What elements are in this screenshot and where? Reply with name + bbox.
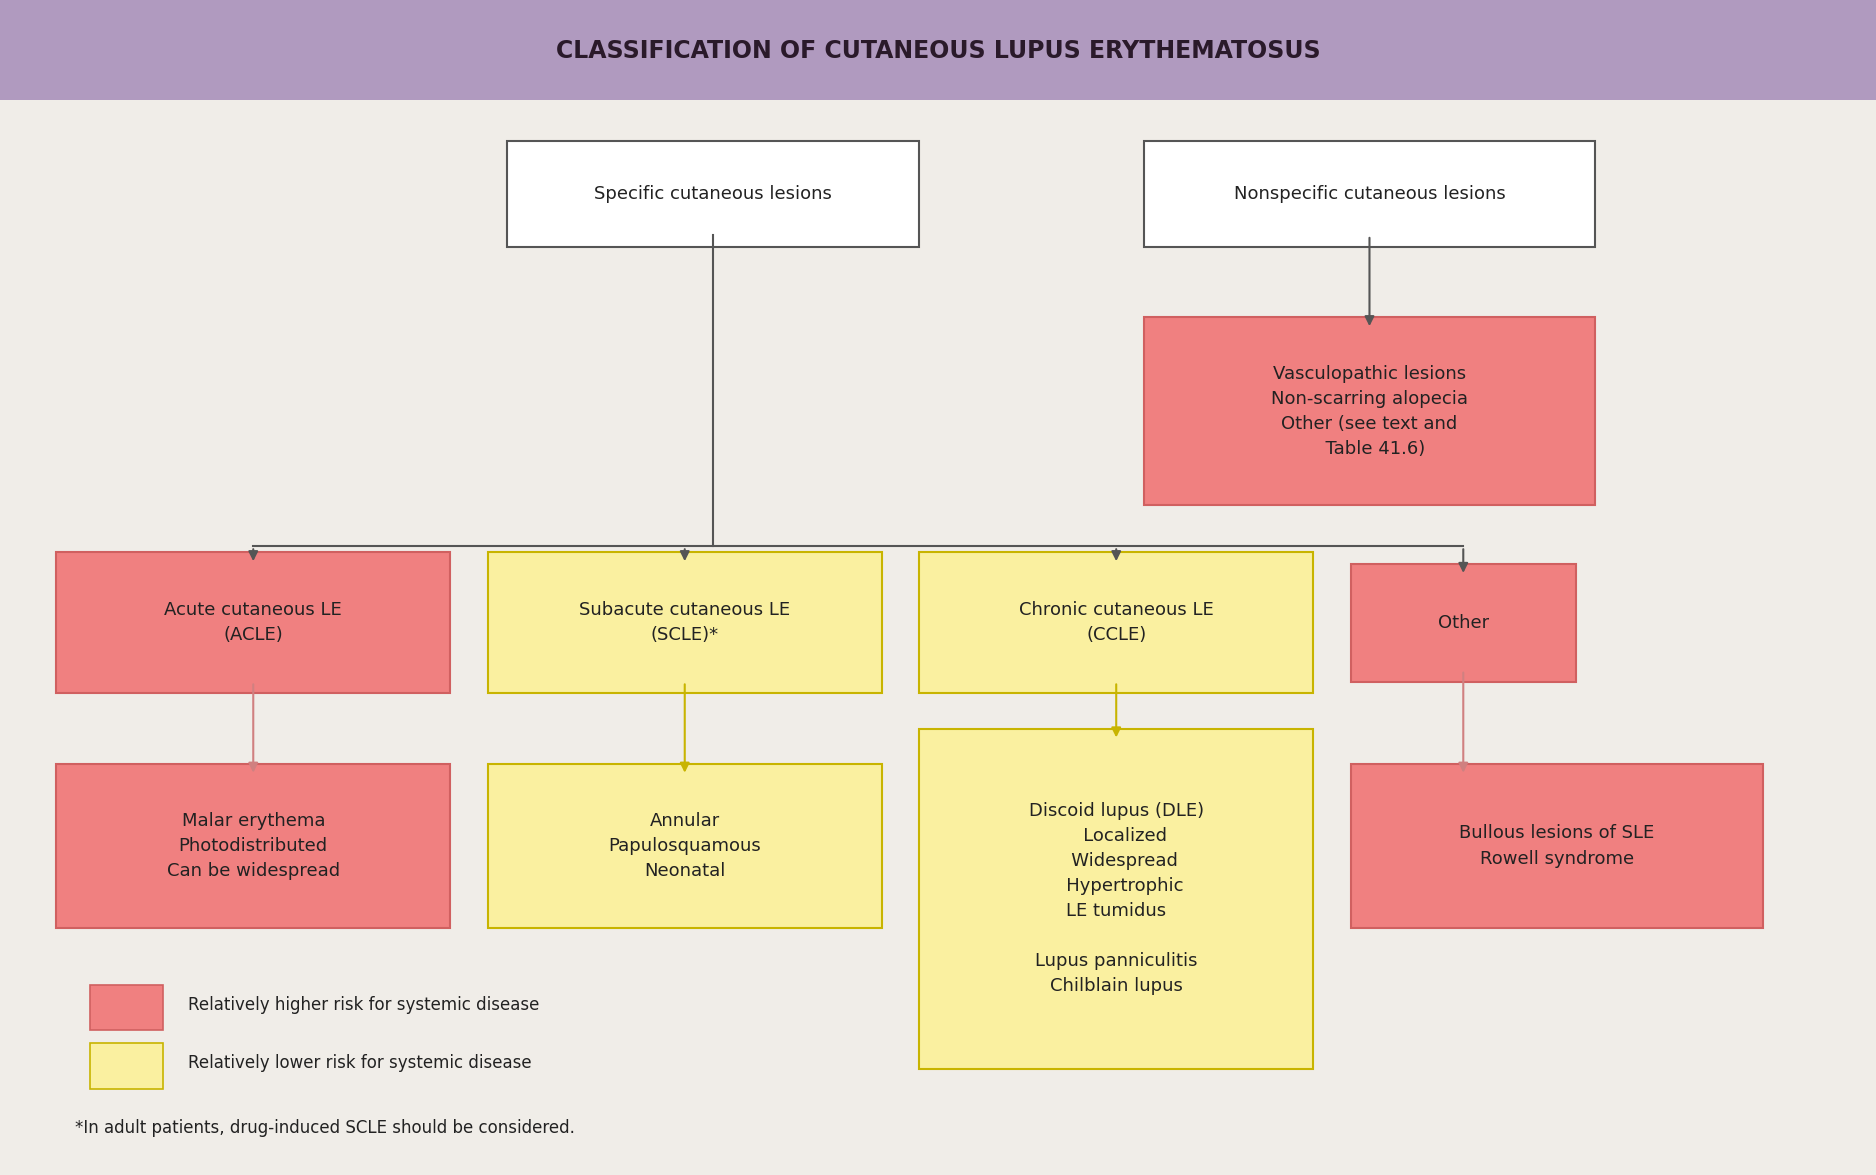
FancyBboxPatch shape <box>56 764 450 928</box>
FancyBboxPatch shape <box>507 141 919 247</box>
FancyBboxPatch shape <box>90 985 163 1030</box>
FancyBboxPatch shape <box>1144 317 1595 505</box>
Text: Specific cutaneous lesions: Specific cutaneous lesions <box>595 184 831 203</box>
Text: Discoid lupus (DLE)
   Localized
   Widespread
   Hypertrophic
LE tumidus

Lupus: Discoid lupus (DLE) Localized Widespread… <box>1028 803 1204 995</box>
FancyBboxPatch shape <box>90 1043 163 1089</box>
Text: Annular
Papulosquamous
Neonatal: Annular Papulosquamous Neonatal <box>608 812 762 880</box>
FancyBboxPatch shape <box>919 728 1313 1069</box>
FancyBboxPatch shape <box>488 552 882 693</box>
FancyBboxPatch shape <box>488 764 882 928</box>
FancyBboxPatch shape <box>1144 141 1595 247</box>
Text: Acute cutaneous LE
(ACLE): Acute cutaneous LE (ACLE) <box>165 602 341 644</box>
Text: Bullous lesions of SLE
Rowell syndrome: Bullous lesions of SLE Rowell syndrome <box>1460 825 1655 867</box>
Text: *In adult patients, drug-induced SCLE should be considered.: *In adult patients, drug-induced SCLE sh… <box>75 1119 574 1137</box>
FancyBboxPatch shape <box>919 552 1313 693</box>
Text: Vasculopathic lesions
Non-scarring alopecia
Other (see text and
  Table 41.6): Vasculopathic lesions Non-scarring alope… <box>1270 364 1469 458</box>
FancyBboxPatch shape <box>1351 564 1576 682</box>
FancyBboxPatch shape <box>1351 764 1763 928</box>
Text: CLASSIFICATION OF CUTANEOUS LUPUS ERYTHEMATOSUS: CLASSIFICATION OF CUTANEOUS LUPUS ERYTHE… <box>555 39 1321 62</box>
Text: Chronic cutaneous LE
(CCLE): Chronic cutaneous LE (CCLE) <box>1019 602 1214 644</box>
Text: Nonspecific cutaneous lesions: Nonspecific cutaneous lesions <box>1234 184 1505 203</box>
Text: Malar erythema
Photodistributed
Can be widespread: Malar erythema Photodistributed Can be w… <box>167 812 340 880</box>
Text: Relatively higher risk for systemic disease: Relatively higher risk for systemic dise… <box>188 995 538 1014</box>
FancyBboxPatch shape <box>56 552 450 693</box>
Text: Other: Other <box>1437 613 1490 632</box>
Text: Relatively lower risk for systemic disease: Relatively lower risk for systemic disea… <box>188 1054 531 1073</box>
FancyBboxPatch shape <box>0 0 1876 100</box>
Text: Subacute cutaneous LE
(SCLE)*: Subacute cutaneous LE (SCLE)* <box>580 602 790 644</box>
